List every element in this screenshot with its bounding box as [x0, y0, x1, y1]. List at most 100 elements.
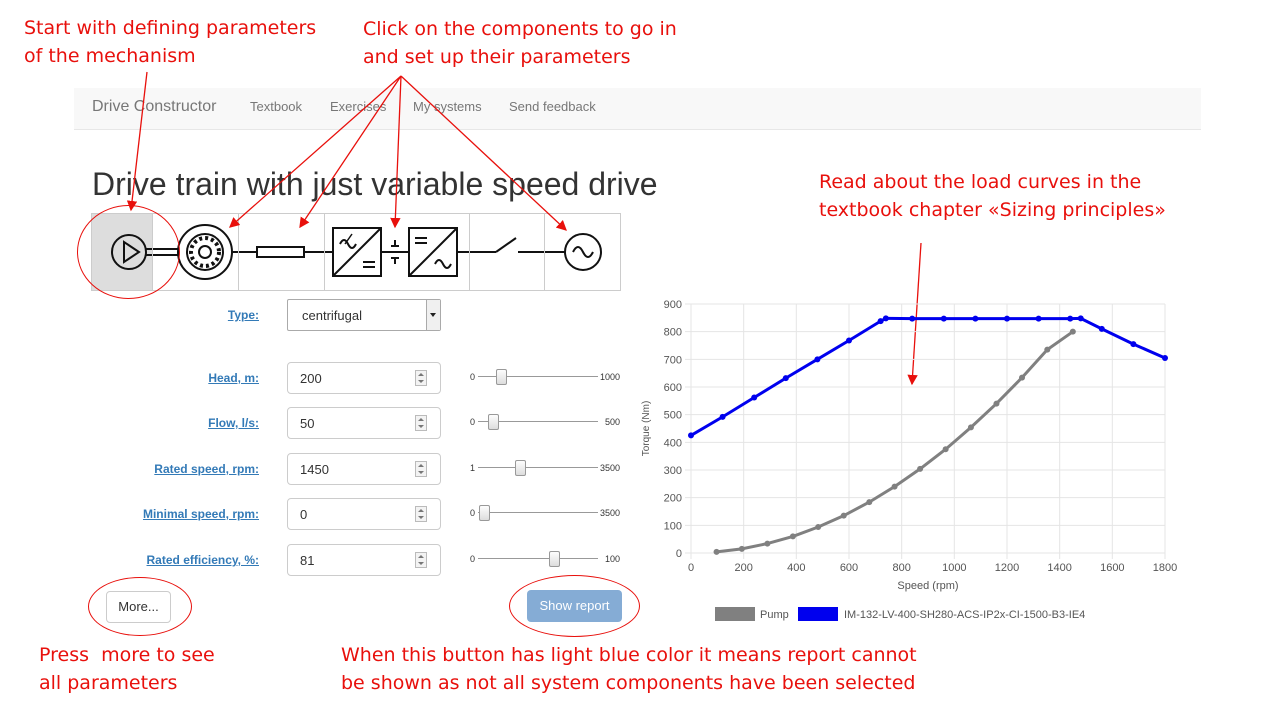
annotation-line: Click on the components to go in — [363, 18, 677, 40]
spinner-icon[interactable] — [415, 415, 427, 431]
field-label[interactable]: Flow, l/s: — [208, 416, 259, 430]
data-point — [909, 315, 916, 322]
annotation-line: all parameters — [39, 672, 178, 694]
data-point — [972, 315, 979, 322]
slider-min: 0 — [470, 508, 476, 518]
range-slider[interactable]: 0 500 — [470, 413, 620, 431]
x-tick-label: 1400 — [1047, 562, 1071, 574]
data-point — [877, 318, 884, 325]
shaft-component[interactable] — [239, 214, 325, 290]
series-line — [690, 316, 1166, 437]
load-curve-chart: 0 100 200 300 400 500 600 700 800 900 0 200 400 600 80… — [641, 299, 1177, 621]
annotation-line: textbook chapter «Sizing principles» — [819, 199, 1166, 221]
spinner-icon[interactable] — [415, 552, 427, 568]
data-point — [1019, 374, 1026, 381]
field-label[interactable]: Rated speed, rpm: — [154, 462, 259, 476]
grid-source-component[interactable] — [545, 214, 620, 290]
legend-swatch-motor — [798, 607, 838, 621]
slider-track[interactable] — [478, 558, 598, 559]
nav-link-exercises[interactable]: Exercises — [330, 99, 387, 114]
slider-max: 100 — [604, 554, 620, 564]
slider-max: 500 — [604, 417, 620, 427]
y-tick-label: 200 — [664, 493, 682, 505]
annotation-press-more: Press more to see all parameters — [39, 641, 215, 697]
range-slider[interactable]: 0 3500 — [470, 504, 620, 522]
x-tick-label: 200 — [734, 562, 752, 574]
y-tick-label: 400 — [664, 437, 682, 449]
data-point — [917, 465, 924, 472]
data-point — [1162, 354, 1168, 361]
slider-min: 1 — [470, 463, 476, 473]
annotation-click-components: Click on the components to go in and set… — [363, 15, 677, 71]
slider-track[interactable] — [478, 512, 598, 513]
data-point — [1044, 346, 1051, 353]
type-select[interactable]: centrifugal — [287, 299, 441, 331]
switch-component[interactable] — [470, 214, 545, 290]
spinner-icon[interactable] — [415, 370, 427, 386]
type-select-value: centrifugal — [302, 308, 362, 323]
number-input[interactable]: 200 — [287, 362, 441, 394]
number-input[interactable]: 81 — [287, 544, 441, 576]
data-point — [866, 499, 873, 506]
data-point — [738, 545, 745, 552]
callout-circle-report — [509, 575, 640, 637]
x-tick-label: 1600 — [1100, 562, 1124, 574]
converter-component[interactable] — [325, 214, 470, 290]
slider-thumb[interactable] — [479, 505, 490, 521]
chevron-down-icon[interactable] — [426, 300, 440, 330]
y-tick-label: 500 — [664, 410, 682, 422]
data-point — [840, 512, 847, 519]
slider-max: 1000 — [599, 372, 620, 382]
number-input-value: 1450 — [300, 462, 329, 477]
data-point — [1067, 315, 1074, 322]
grid-source-icon — [545, 233, 602, 271]
nav-link-textbook[interactable]: Textbook — [250, 99, 303, 114]
field-label[interactable]: Rated efficiency, %: — [146, 553, 259, 567]
slider-min: 0 — [470, 372, 476, 382]
slider-max: 3500 — [599, 508, 620, 518]
slider-thumb[interactable] — [514, 460, 526, 476]
slider-track[interactable] — [478, 376, 598, 377]
data-point — [1098, 325, 1105, 332]
x-tick-label: 800 — [892, 562, 910, 574]
annotation-light-blue: When this button has light blue color it… — [341, 641, 917, 697]
spinner-icon[interactable] — [415, 461, 427, 477]
navbar-brand[interactable]: Drive Constructor — [92, 98, 217, 115]
data-point — [815, 523, 822, 530]
x-tick-label: 1200 — [995, 562, 1019, 574]
data-point — [719, 413, 726, 420]
y-tick-label: 0 — [676, 548, 682, 560]
data-point — [1004, 315, 1010, 322]
slider-thumb[interactable] — [496, 369, 508, 385]
navbar: Drive Constructor Textbook Exercises My … — [74, 88, 1201, 130]
number-input[interactable]: 1450 — [287, 453, 441, 485]
slider-track[interactable] — [478, 421, 598, 422]
data-point — [713, 548, 720, 555]
range-slider[interactable]: 0 100 — [470, 550, 620, 568]
range-slider[interactable]: 0 1000 — [470, 368, 620, 386]
annotation-line: Press more to see — [39, 644, 215, 666]
number-input[interactable]: 50 — [287, 407, 441, 439]
data-point — [846, 337, 852, 344]
data-point — [751, 394, 758, 401]
data-point — [1035, 315, 1042, 322]
type-label[interactable]: Type: — [227, 308, 259, 322]
slider-max: 3500 — [599, 463, 620, 473]
field-label[interactable]: Minimal speed, rpm: — [142, 507, 259, 521]
range-slider[interactable]: 1 3500 — [470, 459, 620, 477]
number-input[interactable]: 0 — [287, 498, 441, 530]
slider-thumb[interactable] — [487, 414, 499, 430]
data-point — [1077, 315, 1084, 322]
shaft-icon — [239, 246, 324, 258]
slider-track[interactable] — [478, 467, 598, 468]
y-tick-label: 300 — [664, 465, 682, 477]
spinner-icon[interactable] — [415, 506, 427, 522]
annotation-line: and set up their parameters — [363, 46, 631, 68]
slider-min: 0 — [470, 417, 476, 427]
field-label[interactable]: Head, m: — [208, 371, 259, 385]
x-tick-label: 600 — [840, 562, 858, 574]
nav-link-send-feedback[interactable]: Send feedback — [509, 99, 596, 114]
slider-thumb[interactable] — [548, 551, 560, 567]
legend-label-pump: Pump — [760, 609, 789, 621]
number-input-value: 0 — [300, 507, 308, 522]
